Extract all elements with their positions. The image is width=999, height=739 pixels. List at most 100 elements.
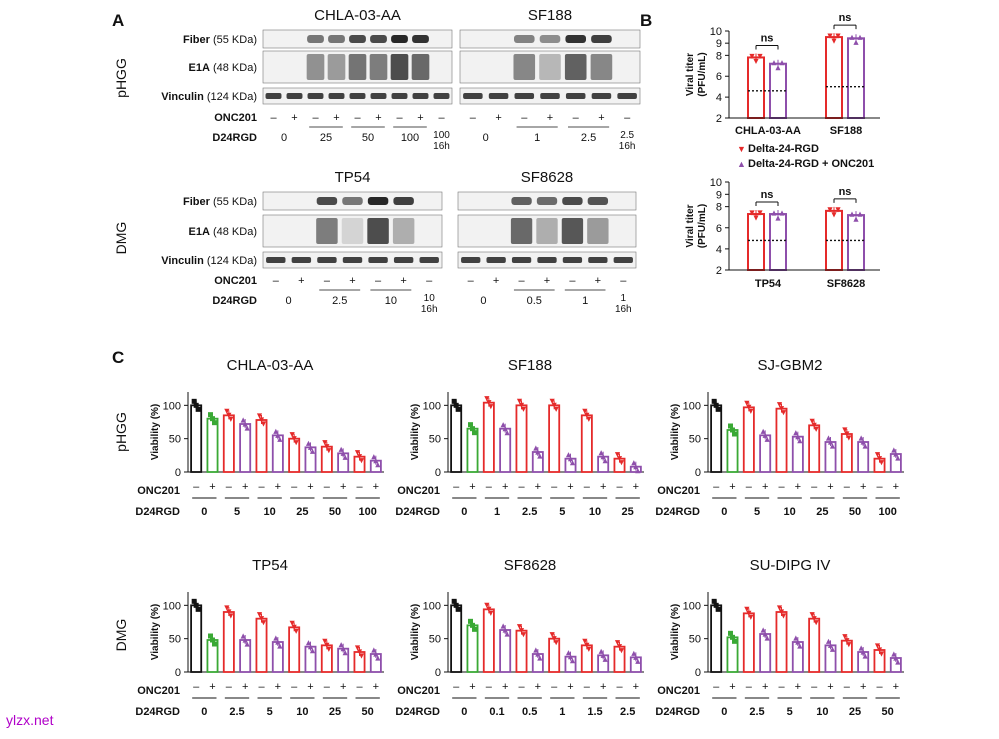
titer-y-tick-label: 10 bbox=[710, 26, 722, 38]
viability-onc201-sign: – bbox=[324, 681, 331, 693]
viability-point bbox=[713, 402, 719, 408]
viability-y-tick-label: 100 bbox=[163, 400, 181, 412]
viability-point bbox=[338, 446, 344, 452]
viability-onc201-sign: + bbox=[795, 481, 801, 493]
viability-point bbox=[277, 436, 283, 442]
viability-onc201-sign: + bbox=[762, 481, 768, 493]
d24rgd-dose-label: 50 bbox=[362, 132, 374, 144]
viability-point bbox=[535, 449, 541, 455]
viability-dose-label: 1.5 bbox=[587, 706, 602, 718]
blot-band-fiber bbox=[316, 197, 338, 205]
viability-d24rgd-row-label: D24RGD bbox=[135, 506, 180, 518]
viability-point bbox=[293, 440, 299, 446]
blot-row-label: Vinculin (124 KDa) bbox=[161, 91, 257, 103]
viability-point bbox=[242, 637, 248, 643]
viability-point bbox=[893, 655, 899, 661]
blot-row-label: Vinculin (124 KDa) bbox=[161, 255, 257, 267]
viability-point bbox=[862, 653, 868, 659]
blot-band-e1a bbox=[341, 218, 364, 244]
viability-point bbox=[244, 641, 250, 647]
blot-band-e1a bbox=[316, 218, 338, 244]
viability-bar bbox=[840, 639, 853, 673]
viability-point bbox=[371, 647, 377, 653]
viability-point bbox=[748, 614, 754, 620]
titer-y-tick-label: 2 bbox=[716, 113, 722, 125]
blot-band-fiber bbox=[562, 197, 583, 205]
titer-point bbox=[779, 210, 785, 216]
onc201-sign: – bbox=[426, 275, 433, 287]
blot-band-vinculin bbox=[368, 257, 388, 263]
group-label-phgg-c: pHGG bbox=[113, 412, 129, 452]
viability-onc201-sign: + bbox=[340, 681, 346, 693]
d24rgd-dose-label: 0 bbox=[281, 132, 287, 144]
titer-point bbox=[857, 211, 863, 217]
viability-bar bbox=[255, 419, 268, 473]
viability-onc201-sign: – bbox=[291, 481, 298, 493]
blot-band-e1a bbox=[390, 54, 409, 80]
viability-point bbox=[356, 454, 363, 460]
viability-d24rgd-row-label: D24RGD bbox=[655, 506, 700, 518]
blot-band-fiber bbox=[391, 35, 408, 43]
viability-onc201-sign: – bbox=[486, 681, 493, 693]
viability-point bbox=[326, 646, 332, 652]
panel-label-a: A bbox=[112, 11, 124, 30]
blot-band-vinculin bbox=[613, 257, 633, 263]
viability-point bbox=[224, 605, 230, 611]
blot-band-e1a bbox=[590, 54, 613, 80]
viability-point bbox=[275, 432, 281, 438]
viability-chart-title: CHLA-03-AA bbox=[227, 357, 314, 374]
viability-onc201-row-label: ONC201 bbox=[397, 685, 440, 697]
viability-onc201-sign: + bbox=[469, 481, 475, 493]
viability-point bbox=[728, 423, 733, 429]
viability-point bbox=[744, 606, 750, 612]
onc201-row-label: ONC201 bbox=[214, 112, 257, 124]
viability-point bbox=[844, 431, 850, 437]
blot-band-vinculin bbox=[342, 257, 363, 263]
viability-point bbox=[502, 627, 508, 633]
viability-point bbox=[291, 624, 297, 630]
viability-onc201-sign: – bbox=[616, 481, 623, 493]
viability-onc201-row-label: ONC201 bbox=[657, 485, 700, 497]
d24rgd-dose-label: 0 bbox=[286, 295, 292, 307]
viability-dose-label: 10 bbox=[784, 506, 796, 518]
titer-point bbox=[827, 207, 833, 213]
viability-dose-label: 25 bbox=[816, 506, 828, 518]
viability-point bbox=[711, 598, 717, 604]
viability-point bbox=[451, 598, 457, 604]
viability-point bbox=[598, 450, 604, 456]
viability-onc201-sign: – bbox=[778, 481, 785, 493]
d24rgd-dose-label: 10 bbox=[385, 295, 397, 307]
viability-point bbox=[472, 626, 477, 632]
viability-point bbox=[829, 646, 836, 652]
titer-bar bbox=[747, 56, 765, 119]
viability-point bbox=[373, 458, 379, 464]
titer-point bbox=[775, 215, 781, 221]
blot-band-vinculin bbox=[291, 257, 312, 263]
viability-y-tick-label: 100 bbox=[163, 600, 181, 612]
viability-point bbox=[326, 448, 332, 454]
blot-band-e1a bbox=[306, 54, 325, 80]
viability-point bbox=[193, 402, 199, 408]
viability-bar bbox=[775, 611, 788, 673]
viability-y-axis-label: Viability (%) bbox=[670, 604, 681, 661]
viability-point bbox=[356, 649, 363, 655]
viability-point bbox=[764, 436, 770, 442]
viability-point bbox=[533, 647, 539, 653]
viability-point bbox=[793, 430, 799, 436]
blot-row-label-protein: E1A bbox=[189, 226, 210, 238]
d24rgd-row-label: D24RGD bbox=[212, 132, 257, 144]
viability-point bbox=[518, 628, 525, 634]
viability-onc201-sign: – bbox=[584, 481, 591, 493]
titer-point bbox=[827, 33, 833, 39]
viability-dose-label: 100 bbox=[358, 506, 376, 518]
onc201-sign: + bbox=[595, 275, 601, 287]
blot-band-fiber bbox=[536, 197, 558, 205]
d24rgd-dose-label-16h-time: 16h bbox=[421, 304, 438, 315]
onc201-row-label: ONC201 bbox=[214, 275, 257, 287]
titer-y-tick-label: 6 bbox=[716, 71, 722, 83]
viability-point bbox=[502, 426, 508, 432]
blot-band-e1a bbox=[536, 218, 558, 244]
viability-point bbox=[273, 428, 279, 434]
onc201-sign: – bbox=[375, 275, 382, 287]
viability-point bbox=[891, 651, 897, 657]
